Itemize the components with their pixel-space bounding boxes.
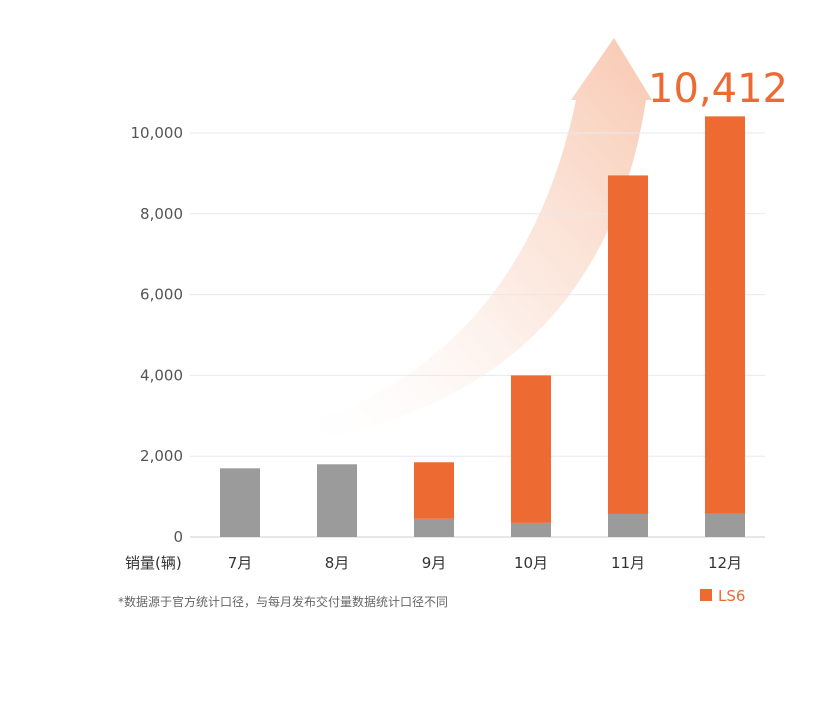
x-tick-label: 11月 [611, 554, 645, 572]
grid-layer [190, 132, 765, 538]
legend-label-ls6: LS6 [718, 587, 745, 605]
bar-ls6-3 [414, 462, 454, 519]
y-tick-label: 10,000 [131, 124, 184, 142]
x-axis-ticks: 7月 8月 9月 10月 11月 12月 [228, 554, 742, 572]
y-tick-label: 0 [173, 528, 183, 546]
x-tick-label: 7月 [228, 554, 253, 572]
y-axis-ticks: 0 2,000 4,000 6,000 8,000 10,000 [131, 124, 184, 546]
bar-ls6-4 [511, 375, 551, 523]
bar-ls6-5 [608, 175, 648, 514]
footnote: *数据源于官方统计口径，与每月发布交付量数据统计口径不同 [118, 594, 448, 609]
x-tick-label: 12月 [708, 554, 742, 572]
x-axis-title: 销量(辆) [125, 554, 182, 572]
y-tick-label: 4,000 [140, 366, 183, 384]
bar-gray-4 [511, 522, 551, 537]
x-tick-label: 8月 [325, 554, 350, 572]
x-tick-label: 9月 [422, 554, 447, 572]
highlight-total-value: 10,412 [648, 66, 788, 112]
legend-swatch-ls6 [700, 589, 712, 601]
bar-ls6-6 [705, 116, 745, 514]
y-tick-label: 8,000 [140, 205, 183, 223]
bar-gray-3 [414, 518, 454, 537]
y-tick-label: 2,000 [140, 447, 183, 465]
growth-arrow-decoration [285, 38, 652, 445]
bars [220, 116, 745, 537]
bar-gray-6 [705, 513, 745, 537]
bar-gray-5 [608, 513, 648, 537]
y-tick-label: 6,000 [140, 286, 183, 304]
bar-gray-1 [220, 468, 260, 537]
bar-gray-2 [317, 464, 357, 537]
x-tick-label: 10月 [514, 554, 548, 572]
